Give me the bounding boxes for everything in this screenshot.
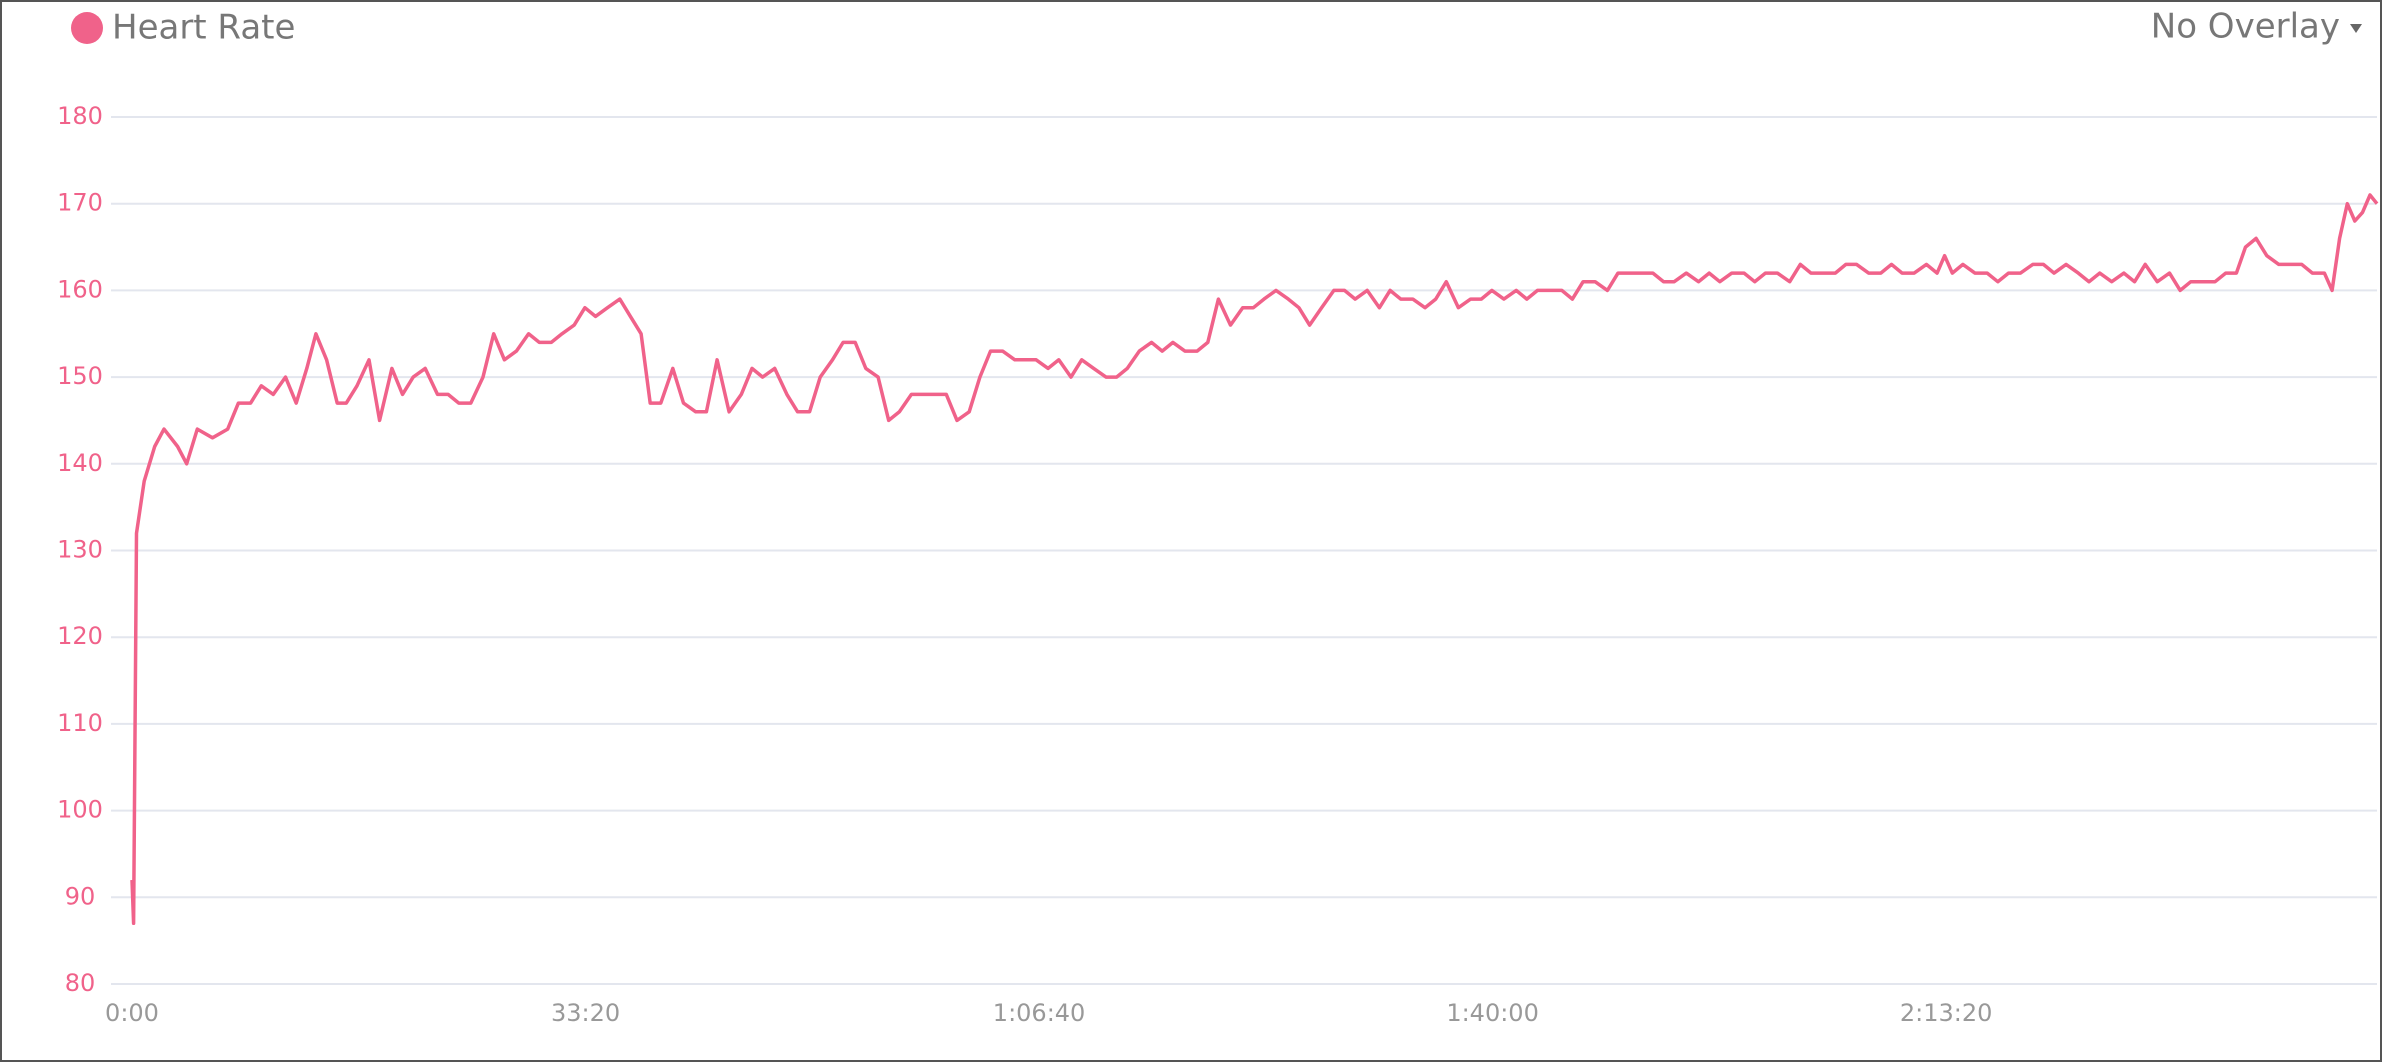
- y-tick-label: 120: [57, 622, 103, 650]
- y-tick-label: 180: [57, 102, 103, 130]
- series-line: [130, 193, 2379, 926]
- y-tick-label: 110: [57, 709, 103, 737]
- y-tick-label: 170: [57, 189, 103, 217]
- y-tick-label: 140: [57, 449, 103, 477]
- y-tick-label: 160: [57, 275, 103, 303]
- x-tick-label: 1:40:00: [1446, 999, 1539, 1027]
- legend-label: Heart Rate: [112, 8, 295, 48]
- overlay-selector[interactable]: No Overlay: [2151, 7, 2340, 47]
- y-tick-label: 100: [57, 796, 103, 824]
- legend-marker: [71, 12, 103, 44]
- grid: [111, 116, 2377, 985]
- y-tick-label: 80: [65, 969, 96, 997]
- x-tick-label: 0:00: [105, 999, 159, 1027]
- y-tick-label: 150: [57, 362, 103, 390]
- x-tick-label: 2:13:20: [1900, 999, 1993, 1027]
- dropdown-arrow: [2350, 24, 2362, 33]
- y-tick-label: 90: [65, 882, 96, 910]
- x-tick-label: 33:20: [551, 999, 620, 1027]
- y-tick-label: 130: [57, 536, 103, 564]
- x-tick-label: 1:06:40: [993, 999, 1086, 1027]
- overlay-dropdown[interactable]: No Overlay: [2151, 7, 2362, 47]
